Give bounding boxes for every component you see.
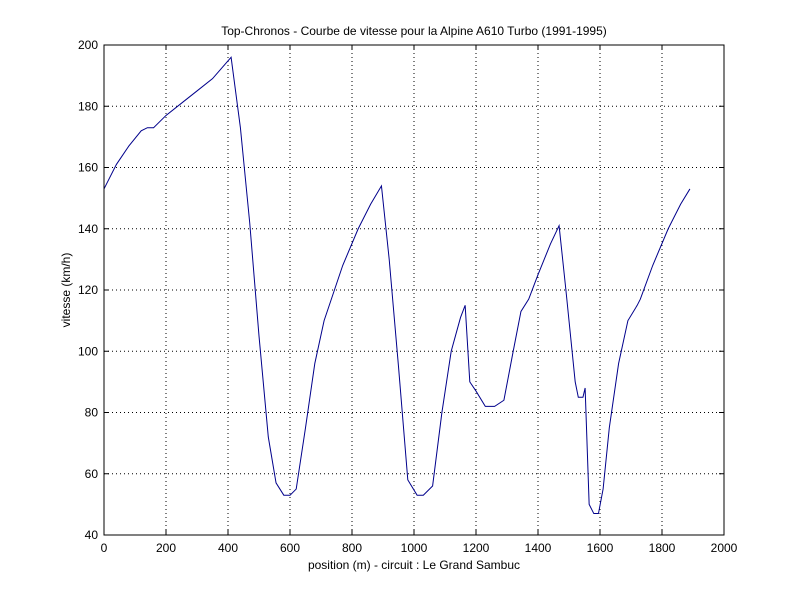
x-tick-label: 1800 [649, 541, 676, 555]
x-tick-label: 200 [156, 541, 176, 555]
y-tick-label: 80 [85, 406, 99, 420]
x-tick-label: 1200 [463, 541, 490, 555]
speed-series-line [103, 56, 691, 515]
x-tick-label: 1400 [525, 541, 552, 555]
x-tick-label: 0 [101, 541, 108, 555]
y-tick-label: 120 [78, 283, 98, 297]
x-axis-label: position (m) - circuit : Le Grand Sambuc [308, 558, 520, 572]
grid [104, 45, 724, 535]
y-axis-label: vitesse (km/h) [59, 253, 73, 328]
x-tick-label: 1000 [401, 541, 428, 555]
y-tick-label: 200 [78, 38, 98, 52]
chart-title: Top-Chronos - Courbe de vitesse pour la … [221, 24, 607, 38]
x-tick-label: 400 [218, 541, 238, 555]
y-tick-label: 180 [78, 99, 98, 113]
y-tick-label: 140 [78, 222, 98, 236]
y-tick-label: 40 [85, 528, 99, 542]
y-tick-label: 160 [78, 161, 98, 175]
tick-labels: 0 200 400 600 800 1000 1200 1400 1600 1800 2000 40 6… [78, 38, 738, 555]
plot-frame [103, 44, 725, 536]
x-tick-label: 800 [342, 541, 362, 555]
y-tick-label: 60 [85, 467, 99, 481]
x-tick-label: 2000 [711, 541, 738, 555]
x-tick-label: 1600 [587, 541, 614, 555]
y-tick-label: 100 [78, 344, 98, 358]
x-tick-label: 600 [280, 541, 300, 555]
